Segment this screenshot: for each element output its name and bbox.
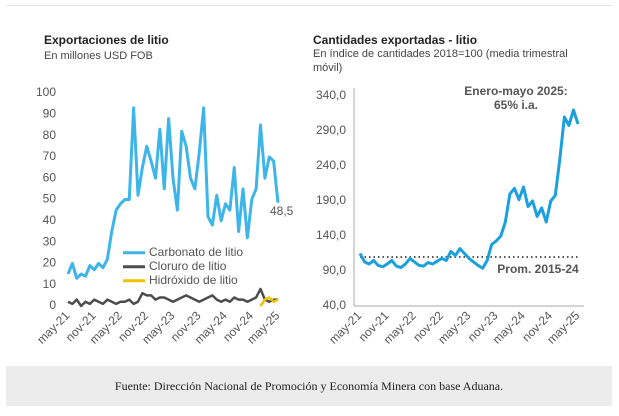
chart-title: Cantidades exportadas - litio — [313, 33, 478, 47]
series-line — [259, 296, 279, 307]
y-tick-label: 0 — [49, 298, 56, 312]
y-tick-label: 290,0 — [316, 123, 346, 137]
chart-title: Exportaciones de litio — [44, 33, 169, 47]
y-tick-label: 340,0 — [316, 88, 346, 102]
series-line — [66, 106, 280, 280]
y-tick-label: 240,0 — [316, 158, 346, 172]
y-tick-label: 50 — [43, 192, 57, 206]
series-line — [67, 287, 278, 308]
data-label: 48,5 — [270, 204, 294, 218]
y-tick-label: 30 — [43, 234, 57, 248]
legend-label: Carbonato de litio — [149, 245, 243, 259]
y-tick-label: 10 — [43, 277, 57, 291]
x-tick-label: may-21 — [326, 308, 364, 346]
y-tick-label: 80 — [43, 128, 57, 142]
y-tick-label: 40 — [43, 213, 57, 227]
x-tick-label: may-21 — [34, 308, 72, 346]
legend-label: Hidróxido de litio — [149, 273, 238, 287]
reference-label: Prom. 2015-24 — [497, 262, 579, 276]
y-tick-label: 190,0 — [316, 193, 346, 207]
annotation: 65% i.a. — [494, 98, 538, 112]
y-tick-label: 20 — [43, 256, 57, 270]
y-tick-label: 60 — [43, 170, 57, 184]
chart-subtitle: En índice de cantidades 2018=100 (media … — [313, 48, 568, 74]
series-line — [358, 108, 580, 270]
y-tick-label: 40,0 — [323, 298, 347, 312]
y-tick-label: 70 — [43, 149, 57, 163]
top-rule — [6, 5, 612, 6]
chart-subtitle: En millones USD FOB — [44, 50, 153, 62]
charts: 0102030405060708090100may-21nov-21may-22… — [34, 84, 584, 347]
y-tick-label: 90 — [43, 106, 57, 120]
annotation: Enero-mayo 2025: — [464, 84, 567, 98]
y-tick-label: 100 — [36, 85, 56, 99]
legend-label: Cloruro de litio — [149, 259, 227, 273]
y-tick-label: 90,0 — [323, 263, 347, 277]
y-tick-label: 140,0 — [316, 228, 346, 242]
footer: Fuente: Dirección Nacional de Promoción … — [6, 366, 612, 406]
